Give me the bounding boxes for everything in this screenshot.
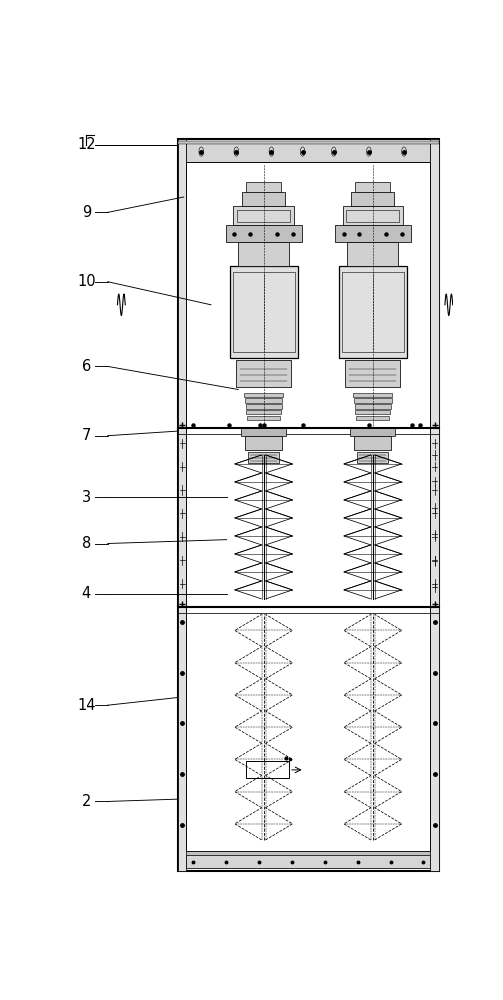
Text: 3: 3	[81, 490, 91, 505]
Bar	[357, 452, 388, 463]
Bar	[342, 272, 404, 352]
Bar	[339, 266, 407, 358]
Bar	[343, 206, 403, 225]
Bar	[229, 266, 298, 358]
Bar	[236, 360, 291, 387]
Text: 9: 9	[81, 205, 91, 220]
Text: 12: 12	[77, 137, 96, 152]
Bar	[246, 182, 281, 192]
Bar	[351, 428, 395, 436]
Bar	[238, 242, 289, 266]
Bar	[245, 404, 282, 409]
Bar	[355, 404, 391, 409]
Bar	[355, 182, 390, 192]
Text: 10: 10	[77, 274, 96, 289]
Text: 4: 4	[81, 586, 91, 601]
Bar	[226, 225, 302, 242]
Bar	[237, 210, 290, 222]
Bar	[356, 410, 390, 414]
Bar	[178, 139, 439, 871]
Bar	[346, 360, 400, 387]
Bar	[242, 192, 285, 206]
Bar	[187, 162, 431, 428]
Bar	[347, 210, 399, 222]
Bar	[353, 393, 392, 397]
Bar	[335, 225, 411, 242]
Text: 6: 6	[81, 359, 91, 374]
Text: 8: 8	[81, 536, 91, 551]
Bar	[178, 141, 439, 144]
Bar	[187, 428, 431, 607]
Bar	[241, 428, 286, 436]
Bar	[245, 398, 282, 403]
Bar	[244, 393, 283, 397]
Bar	[187, 141, 431, 162]
Text: 14: 14	[77, 698, 96, 713]
Bar	[187, 851, 431, 855]
Text: 7: 7	[81, 428, 91, 443]
Bar	[248, 452, 279, 463]
Bar	[233, 272, 295, 352]
Text: 2: 2	[81, 794, 91, 809]
Bar	[351, 192, 394, 206]
Bar	[431, 139, 439, 871]
Bar	[247, 416, 280, 420]
Bar	[348, 242, 398, 266]
Bar	[246, 761, 289, 778]
Bar	[354, 398, 391, 403]
Bar	[178, 139, 187, 871]
Bar	[233, 206, 294, 225]
Bar	[354, 436, 391, 450]
Bar	[245, 436, 282, 450]
Bar	[187, 855, 431, 868]
Bar	[187, 607, 431, 851]
Bar	[246, 410, 281, 414]
Bar	[356, 416, 389, 420]
